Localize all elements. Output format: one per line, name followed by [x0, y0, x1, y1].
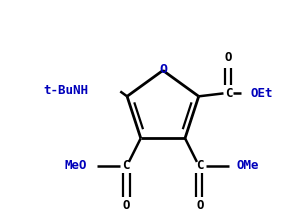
- Text: MeO: MeO: [64, 159, 87, 172]
- Text: O: O: [196, 199, 204, 212]
- Text: C: C: [225, 87, 232, 100]
- Text: C: C: [196, 159, 204, 172]
- Text: O: O: [225, 51, 232, 64]
- Text: OMe: OMe: [236, 159, 259, 172]
- Text: t-BuNH: t-BuNH: [43, 84, 88, 97]
- Text: O: O: [122, 199, 130, 212]
- Text: OEt: OEt: [251, 87, 273, 100]
- Text: C: C: [122, 159, 130, 172]
- Text: O: O: [159, 63, 167, 76]
